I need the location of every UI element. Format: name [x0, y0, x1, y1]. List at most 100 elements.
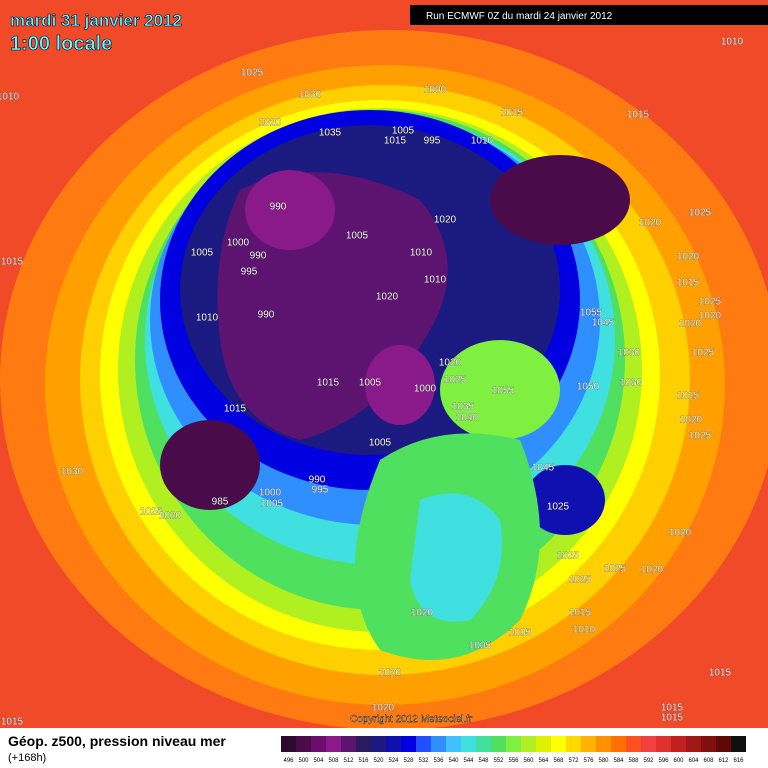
colorbar-swatch	[341, 736, 356, 752]
colorbar-swatch	[626, 736, 641, 752]
colorbar-swatch	[596, 736, 611, 752]
isobar-label: 990	[270, 202, 287, 213]
colorbar-label: 612	[718, 758, 729, 764]
colorbar-swatch	[731, 736, 746, 752]
isobar-label: 1005	[469, 641, 492, 652]
isobar-label: 1020	[159, 511, 182, 522]
isobar-label: 1030	[618, 348, 641, 359]
isobar-label: 1025	[604, 564, 627, 575]
isobar-label: 1020	[259, 118, 282, 129]
isobar-label: 1000	[227, 238, 250, 249]
colorbar-label: 500	[298, 758, 309, 764]
isobar-label: 985	[212, 497, 229, 508]
isobar-label: 1010	[0, 92, 20, 103]
isobar-label: 1015	[677, 391, 700, 402]
isobar-label: 1025	[699, 297, 722, 308]
isobar-label: 990	[250, 251, 267, 262]
isobar-label: 1020	[372, 703, 395, 714]
colorbar-label: 564	[538, 758, 549, 764]
isobar-label: 1015	[317, 378, 340, 389]
isobar-label: 1005	[359, 378, 382, 389]
colorbar-label: 536	[433, 758, 444, 764]
isobar-label: 1005	[346, 231, 369, 242]
isobar-label: 1010	[573, 625, 596, 636]
footer-lead: (+168h)	[8, 752, 46, 764]
colorbar-label: 568	[553, 758, 564, 764]
isobar-label: 1015	[501, 108, 524, 119]
isobar-label: 1000	[414, 384, 437, 395]
colorbar-swatch	[476, 736, 491, 752]
isobar-label: 1005	[369, 438, 392, 449]
isobar-label: 1025	[569, 575, 592, 586]
isobar-label: 1025	[689, 431, 712, 442]
isobar-label: 1035	[319, 128, 342, 139]
isobar-label: 1015	[1, 257, 24, 268]
colorbar-label: 600	[673, 758, 684, 764]
isobar-label: 1015	[627, 110, 650, 121]
isobar-label: 1045	[592, 318, 615, 329]
isobar-label: 1020	[679, 319, 702, 330]
isobar-label: 990	[258, 310, 275, 321]
isobar-label: 1055	[492, 386, 515, 397]
colorbar-swatch	[281, 736, 296, 752]
colorbar-label: 504	[313, 758, 324, 764]
isobar-label: 1000	[424, 85, 447, 96]
isobar-label: 1025	[444, 375, 467, 386]
isobar-label: 1030	[61, 467, 84, 478]
colorbar-label: 552	[493, 758, 504, 764]
isobar-label: 1015	[661, 703, 684, 714]
colorbar-swatch	[311, 736, 326, 752]
isobar-label: 1010	[471, 136, 494, 147]
isobar-label: 1020	[379, 668, 402, 679]
footer-title: Géop. z500, pression niveau mer	[8, 733, 226, 749]
colorbar-label: 616	[733, 758, 744, 764]
colorbar-label: 588	[628, 758, 639, 764]
isobar-label: 1020	[411, 608, 434, 619]
colorbar-label: 576	[583, 758, 594, 764]
isobar-label: 1050	[577, 382, 600, 393]
colorbar-label: 556	[508, 758, 519, 764]
isobar-label: 1020	[680, 415, 703, 426]
isobar-label: 1005	[509, 628, 532, 639]
colorbar-label: 560	[523, 758, 534, 764]
isobar-label: 1035	[452, 402, 475, 413]
colorbar-swatch	[581, 736, 596, 752]
isobar-label: 1025	[557, 551, 580, 562]
colorbar-swatch	[716, 736, 731, 752]
colorbar-label: 512	[343, 758, 354, 764]
isobar-label: 1010	[424, 275, 447, 286]
colorbar-swatch	[356, 736, 371, 752]
colorbar-swatch	[701, 736, 716, 752]
isobar-label: 1020	[699, 311, 722, 322]
isobar-label: 1020	[677, 252, 700, 263]
isobar-label: 1040	[456, 413, 479, 424]
isobar-label: 1015	[677, 278, 700, 289]
isobar-label: 995	[241, 267, 258, 278]
colorbar-swatch	[521, 736, 536, 752]
isobar-label: 1005	[191, 248, 214, 259]
isobar-label: 1045	[532, 463, 555, 474]
colorbar-label: 508	[328, 758, 339, 764]
colorbar-swatch	[671, 736, 686, 752]
time-label: 1:00 locale	[10, 33, 112, 55]
isobar-labels: 1025 1030 1020 1035 1000 1015 1015 1010 995 1005 1…	[0, 36, 744, 727]
colorbar-swatch	[401, 736, 416, 752]
colorbar-label: 580	[598, 758, 609, 764]
isobar-label: 1020	[641, 565, 664, 576]
isobar-label: 1025	[241, 68, 264, 79]
colorbar-swatch	[506, 736, 521, 752]
isobar-label: 1015	[224, 404, 247, 415]
isobar-label: 1030	[620, 378, 643, 389]
isobar-label: 1015	[384, 136, 407, 147]
colorbar-swatch	[611, 736, 626, 752]
colorbar-swatch	[686, 736, 701, 752]
colorbar-label: 496	[283, 758, 294, 764]
colorbar-swatch	[536, 736, 551, 752]
colorbar-label: 604	[688, 758, 699, 764]
isobar-label: 1025	[140, 507, 163, 518]
colorbar-label: 540	[448, 758, 459, 764]
isobar-label: 1025	[692, 348, 715, 359]
isobar-label: 1025	[547, 502, 570, 513]
colorbar-swatch	[296, 736, 311, 752]
